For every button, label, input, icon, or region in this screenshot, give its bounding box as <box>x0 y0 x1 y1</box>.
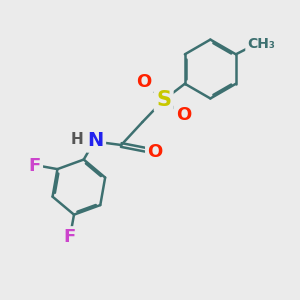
Text: F: F <box>28 157 41 175</box>
Text: O: O <box>147 143 163 161</box>
Text: F: F <box>64 228 76 246</box>
Text: H: H <box>70 133 83 148</box>
Text: O: O <box>176 106 191 124</box>
Text: S: S <box>156 90 171 110</box>
Text: O: O <box>136 73 152 91</box>
Text: CH₃: CH₃ <box>247 37 275 51</box>
Text: N: N <box>88 131 104 150</box>
